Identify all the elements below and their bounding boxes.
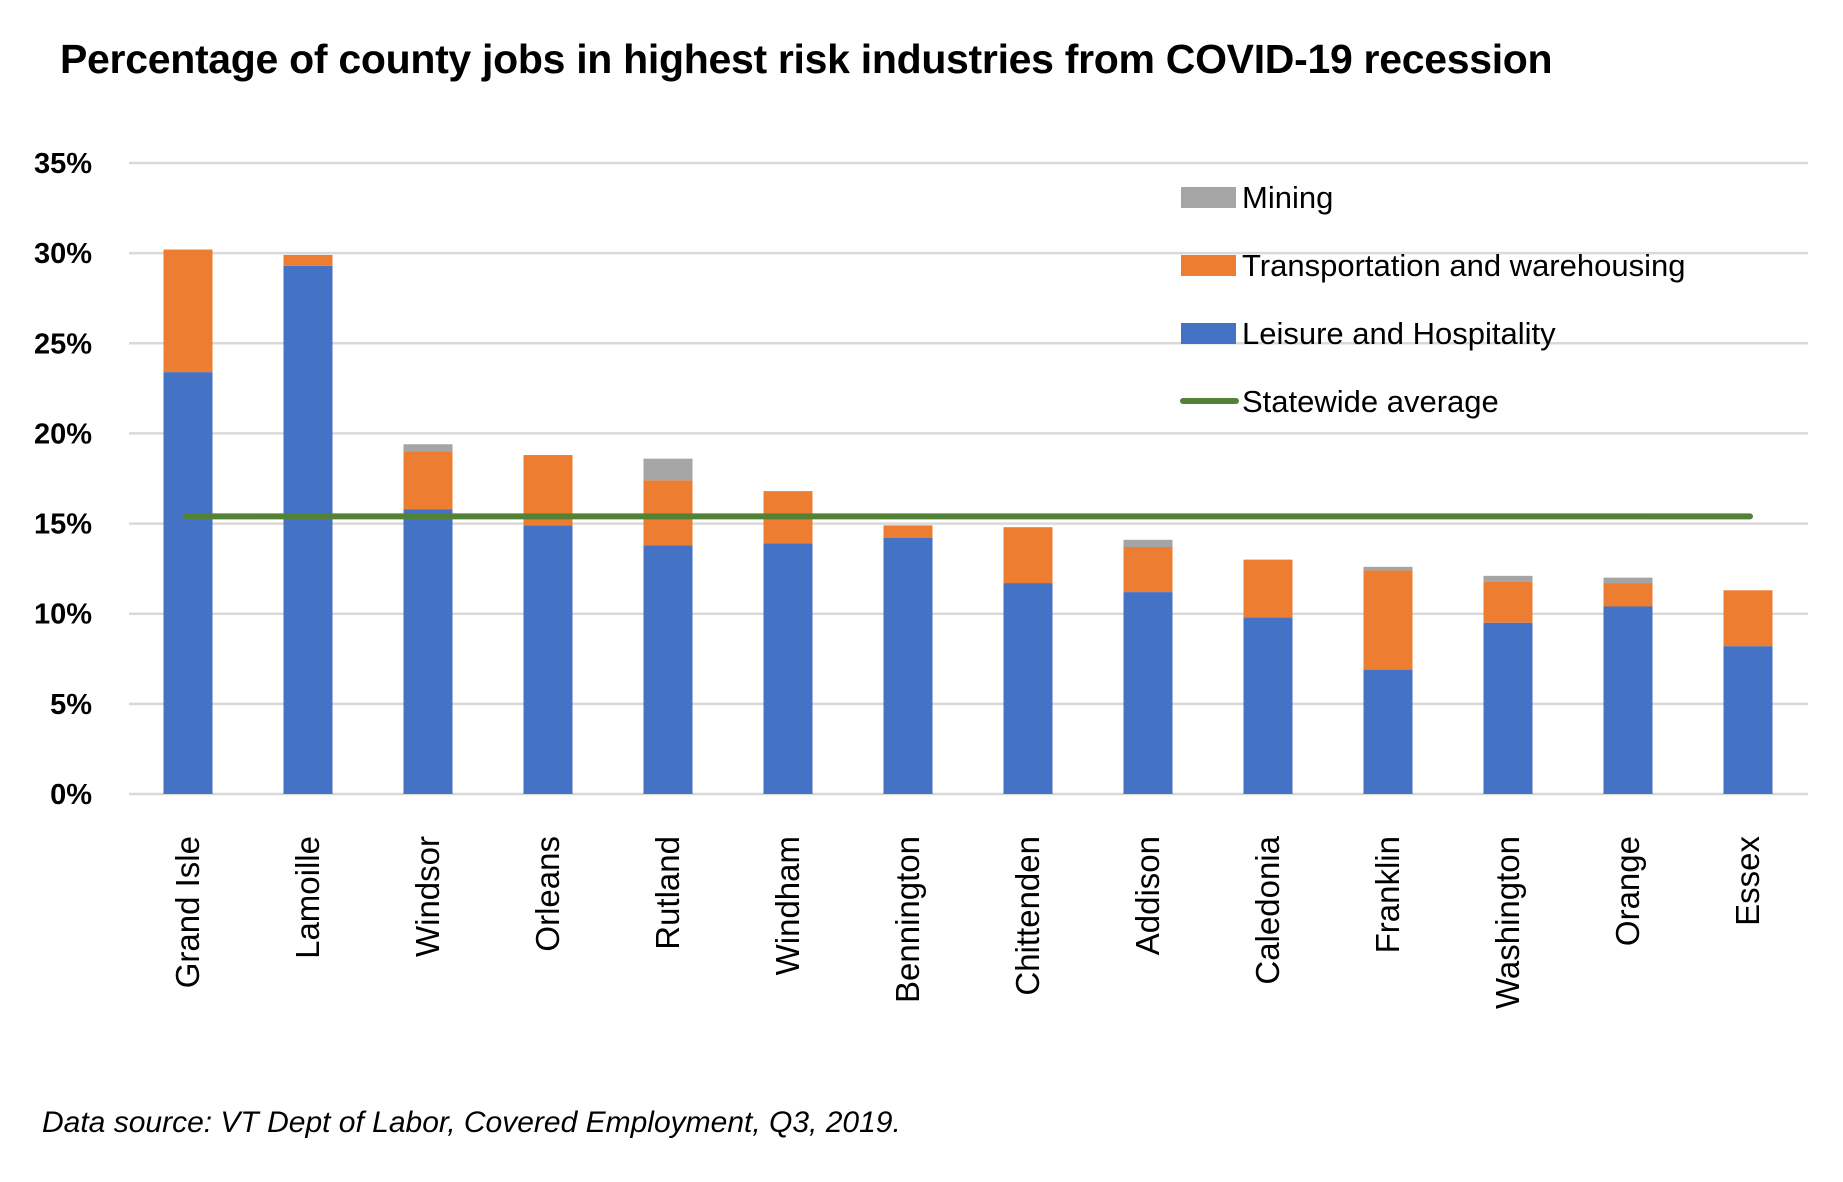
bar-stack <box>283 254 333 795</box>
y-tick-label: 20% <box>34 418 92 450</box>
bar-segment-mining <box>1603 577 1653 584</box>
x-tick-label: Windham <box>769 836 806 975</box>
x-tick-label: Essex <box>1729 836 1766 926</box>
legend-item: Mining <box>1181 180 1333 215</box>
bar-segment-transportation-and-warehousing <box>163 249 213 373</box>
x-axis-tick-labels: Grand Isle Lamoille Windsor Orleans Rutland W… <box>169 835 1766 1009</box>
bars <box>163 249 1773 795</box>
y-tick-label: 35% <box>34 148 92 180</box>
legend-label: Leisure and Hospitality <box>1242 316 1556 351</box>
bar-segment-mining <box>1363 566 1413 571</box>
bar-segment-leisure-and-hospitality <box>1123 592 1173 794</box>
y-tick-label: 5% <box>50 689 92 721</box>
bar-segment-leisure-and-hospitality <box>1003 583 1053 794</box>
bar-stack <box>1723 590 1773 794</box>
x-tick-label: Bennington <box>889 836 926 1003</box>
x-tick-label: Orleans <box>529 836 566 952</box>
chart-title: Percentage of county jobs in highest ris… <box>60 36 1553 82</box>
legend-item: Leisure and Hospitality <box>1181 316 1556 351</box>
y-tick-label: 0% <box>50 779 92 811</box>
y-tick-label: 30% <box>34 238 92 270</box>
x-tick-label: Windsor <box>409 836 446 957</box>
bar-stack <box>1003 527 1053 794</box>
legend-swatch <box>1181 323 1236 344</box>
x-tick-label: Addison <box>1129 836 1166 955</box>
bar-segment-transportation-and-warehousing <box>883 525 933 538</box>
bar-stack <box>1363 566 1413 794</box>
bar-segment-leisure-and-hospitality <box>403 509 453 794</box>
bar-segment-mining <box>1123 539 1173 548</box>
bar-stack <box>1603 577 1653 794</box>
bar-segment-transportation-and-warehousing <box>403 451 453 510</box>
bar-segment-leisure-and-hospitality <box>1483 622 1533 794</box>
x-tick-label: Lamoille <box>289 836 326 959</box>
bar-segment-transportation-and-warehousing <box>1243 559 1293 618</box>
bar-segment-transportation-and-warehousing <box>1123 547 1173 593</box>
bar-segment-leisure-and-hospitality <box>643 545 693 794</box>
bar-stack <box>163 249 213 794</box>
x-tick-label: Chittenden <box>1009 836 1046 996</box>
legend-swatch <box>1181 187 1236 208</box>
bar-segment-leisure-and-hospitality <box>1363 669 1413 794</box>
y-tick-label: 25% <box>34 328 92 360</box>
legend-swatch <box>1181 255 1236 276</box>
bar-segment-leisure-and-hospitality <box>883 537 933 794</box>
x-tick-label: Washington <box>1489 836 1526 1009</box>
bar-segment-transportation-and-warehousing <box>1603 583 1653 607</box>
bar-segment-mining <box>403 444 453 452</box>
legend-item: Statewide average <box>1180 384 1499 419</box>
x-tick-label: Grand Isle <box>169 836 206 988</box>
bar-segment-transportation-and-warehousing <box>1003 527 1053 584</box>
bar-stack <box>643 458 693 794</box>
y-tick-label: 15% <box>34 509 92 541</box>
bar-stack <box>1483 575 1533 794</box>
source-note: Data source: VT Dept of Labor, Covered E… <box>42 1106 901 1139</box>
bar-segment-transportation-and-warehousing <box>283 254 333 266</box>
bar-stack <box>763 491 813 794</box>
legend-label: Mining <box>1242 180 1333 215</box>
legend: Mining Transportation and warehousing Leis… <box>1180 180 1685 419</box>
bar-segment-leisure-and-hospitality <box>763 543 813 794</box>
legend-item: Transportation and warehousing <box>1181 248 1685 283</box>
bar-segment-leisure-and-hospitality <box>1723 646 1773 794</box>
y-tick-label: 10% <box>34 599 92 631</box>
x-tick-label: Franklin <box>1369 836 1406 953</box>
x-tick-label: Rutland <box>649 836 686 950</box>
legend-label: Transportation and warehousing <box>1242 248 1685 283</box>
bar-segment-transportation-and-warehousing <box>1483 581 1533 623</box>
bar-segment-mining <box>1483 575 1533 582</box>
x-tick-label: Caledonia <box>1249 835 1286 984</box>
bar-segment-transportation-and-warehousing <box>1723 590 1773 647</box>
bar-stack <box>1243 559 1293 794</box>
bar-segment-transportation-and-warehousing <box>643 480 693 546</box>
bar-segment-transportation-and-warehousing <box>1363 570 1413 670</box>
bar-segment-leisure-and-hospitality <box>163 372 213 794</box>
x-tick-label: Orange <box>1609 836 1646 946</box>
bar-stack <box>523 455 573 794</box>
bar-stack <box>1123 539 1173 794</box>
legend-label: Statewide average <box>1242 384 1499 419</box>
bar-segment-mining <box>643 458 693 481</box>
y-axis-tick-labels: 0% 5% 10% 15% 20% 25% 30% 35% <box>34 148 92 811</box>
bar-segment-leisure-and-hospitality <box>523 525 573 794</box>
bar-segment-leisure-and-hospitality <box>283 265 333 795</box>
bar-segment-leisure-and-hospitality <box>1243 617 1293 794</box>
bar-stack <box>403 444 453 794</box>
bar-segment-leisure-and-hospitality <box>1603 606 1653 794</box>
bar-stack <box>883 525 933 794</box>
